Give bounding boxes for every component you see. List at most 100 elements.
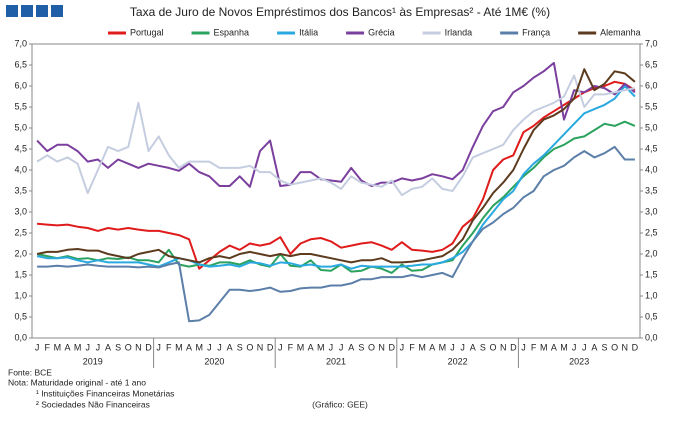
year-label: 2023 <box>569 356 589 366</box>
x-tick-label: S <box>602 342 608 352</box>
x-tick-label: J <box>156 342 161 352</box>
y-tick-label: 3,0 <box>14 206 27 216</box>
y-tick-label: 2,5 <box>14 227 27 237</box>
y2-tick-label: 4,0 <box>645 164 658 174</box>
x-tick-label: N <box>500 342 507 352</box>
y2-tick-label: 5,0 <box>645 122 658 132</box>
credit: (Gráfico: GEE) <box>312 399 368 409</box>
x-tick-label: J <box>450 342 455 352</box>
x-tick-label: A <box>591 342 597 352</box>
y2-tick-label: 7,0 <box>645 38 658 48</box>
year-label: 2021 <box>326 356 346 366</box>
x-tick-label: M <box>175 342 183 352</box>
legend-label: Alemanha <box>600 27 641 37</box>
x-tick-label: M <box>560 342 568 352</box>
x-tick-label: D <box>388 342 395 352</box>
series-line <box>37 145 635 323</box>
y2-tick-label: 3,0 <box>645 206 658 216</box>
x-tick-label: F <box>409 342 415 352</box>
series-line <box>36 68 636 264</box>
chart-title: Taxa de Juro de Novos Empréstimos dos Ba… <box>130 5 550 19</box>
legend-label: Portugal <box>130 27 164 37</box>
x-tick-label: J <box>96 342 101 352</box>
legend-label: Espanha <box>214 27 250 37</box>
y2-tick-label: 0,5 <box>645 311 658 321</box>
y-tick-label: 5,0 <box>14 122 27 132</box>
legend-label: Irlanda <box>445 27 473 37</box>
x-tick-label: M <box>540 342 548 352</box>
y-tick-label: 0,0 <box>14 332 27 342</box>
y2-tick-label: 0,0 <box>645 332 658 342</box>
y2-tick-label: 3,5 <box>645 185 658 195</box>
x-tick-label: O <box>246 342 253 352</box>
x-tick-label: A <box>186 342 192 352</box>
legend-label: Itália <box>299 27 318 37</box>
x-tick-label: F <box>166 342 172 352</box>
x-tick-label: J <box>521 342 526 352</box>
x-tick-label: A <box>227 342 233 352</box>
series-line <box>36 85 636 270</box>
series-line <box>36 120 636 274</box>
x-tick-label: M <box>418 342 426 352</box>
y2-tick-label: 1,0 <box>645 290 658 300</box>
x-tick-label: N <box>257 342 264 352</box>
x-tick-label: A <box>470 342 476 352</box>
y-tick-label: 7,0 <box>14 38 27 48</box>
x-tick-label: F <box>44 342 50 352</box>
year-label: 2019 <box>83 356 103 366</box>
x-tick-label: N <box>378 342 385 352</box>
series-line <box>36 74 636 197</box>
x-tick-label: F <box>531 342 537 352</box>
y-tick-label: 4,0 <box>14 164 27 174</box>
y-tick-label: 2,0 <box>14 248 27 258</box>
x-tick-label: O <box>125 342 132 352</box>
y-tick-label: 1,0 <box>14 290 27 300</box>
x-tick-label: J <box>85 342 90 352</box>
x-tick-label: A <box>429 342 435 352</box>
x-tick-label: D <box>145 342 152 352</box>
x-tick-label: A <box>64 342 70 352</box>
x-tick-label: A <box>551 342 557 352</box>
plot-frame <box>31 43 641 339</box>
y2-tick-label: 5,5 <box>645 101 658 111</box>
logo <box>6 5 63 17</box>
x-tick-label: M <box>297 342 305 352</box>
x-tick-label: M <box>439 342 447 352</box>
x-tick-label: J <box>582 342 587 352</box>
x-tick-label: S <box>480 342 486 352</box>
x-tick-label: S <box>115 342 121 352</box>
x-tick-label: J <box>339 342 344 352</box>
x-tick-label: O <box>490 342 497 352</box>
x-tick-label: M <box>317 342 325 352</box>
series-line <box>37 80 636 270</box>
y2-tick-label: 6,0 <box>645 80 658 90</box>
x-tick-label: A <box>348 342 354 352</box>
legend-label: Grécia <box>368 27 395 37</box>
note: ¹ Instituições Financeiras Monetárias <box>36 388 174 398</box>
x-tick-label: D <box>632 342 639 352</box>
note: Fonte: BCE <box>8 367 52 377</box>
x-tick-label: N <box>622 342 629 352</box>
y-tick-label: 5,5 <box>14 101 27 111</box>
x-tick-label: D <box>510 342 517 352</box>
x-tick-label: J <box>217 342 222 352</box>
y2-tick-label: 6,5 <box>645 59 658 69</box>
y2-tick-label: 1,5 <box>645 269 658 279</box>
note: ² Sociedades Não Financeiras <box>36 399 150 409</box>
x-tick-label: J <box>460 342 465 352</box>
x-tick-label: S <box>237 342 243 352</box>
y-tick-label: 0,5 <box>14 311 27 321</box>
series-line <box>36 61 636 188</box>
y-tick-label: 3,5 <box>14 185 27 195</box>
note: Nota: Maturidade original - até 1 ano <box>8 377 146 387</box>
y2-tick-label: 4,5 <box>645 143 658 153</box>
x-tick-label: D <box>267 342 274 352</box>
x-tick-label: A <box>308 342 314 352</box>
legend-label: França <box>522 27 550 37</box>
x-tick-label: J <box>207 342 212 352</box>
y2-tick-label: 2,5 <box>645 227 658 237</box>
x-tick-label: M <box>74 342 82 352</box>
x-tick-label: O <box>611 342 618 352</box>
x-tick-label: M <box>54 342 62 352</box>
